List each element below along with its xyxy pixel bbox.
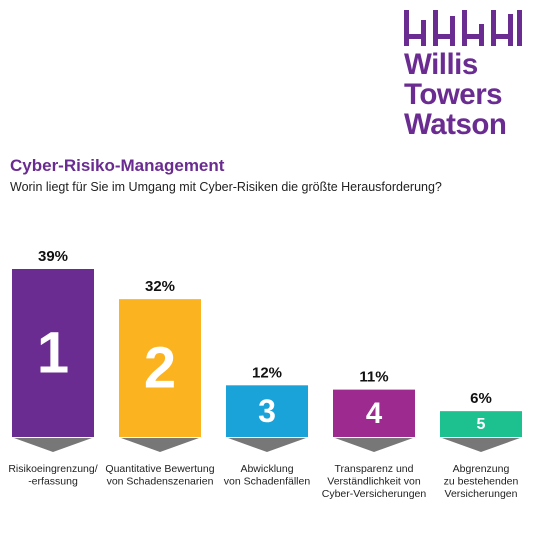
rank-label-3: 3 bbox=[258, 393, 276, 429]
category-label-4: Transparenz und Verständlichkeit von Cyber… bbox=[322, 463, 427, 500]
rank-label-2: 2 bbox=[144, 336, 176, 401]
chart-title: Cyber-Risiko-Management bbox=[10, 156, 225, 175]
data-label-1: 39% bbox=[38, 248, 68, 265]
data-label-5: 6% bbox=[470, 390, 492, 407]
pointer-triangle-2 bbox=[121, 438, 199, 452]
bar-2 bbox=[119, 299, 201, 437]
bar-3 bbox=[226, 385, 308, 437]
category-label-2: Quantitative Bewertung von Schadenszenari… bbox=[105, 463, 214, 488]
data-label-2: 32% bbox=[145, 278, 175, 295]
pointer-triangle-1 bbox=[14, 438, 92, 452]
pointer-triangle-4 bbox=[335, 438, 413, 452]
data-label-4: 11% bbox=[359, 369, 388, 386]
pointer-triangle-5 bbox=[442, 438, 520, 452]
category-label-5: Abgrenzung zu bestehenden Versicherungen bbox=[444, 463, 519, 500]
brand-name-line-2: Towers bbox=[404, 78, 503, 111]
bar-5 bbox=[440, 411, 522, 437]
brand-name-line-3: Watson bbox=[404, 108, 507, 141]
rank-label-1: 1 bbox=[37, 321, 69, 386]
data-label-3: 12% bbox=[252, 364, 282, 381]
category-label-3: Abwicklung von Schadenfällen bbox=[224, 463, 311, 488]
bar-1 bbox=[12, 269, 94, 437]
category-label-1: Risikoeingrenzung/-erfassung bbox=[8, 463, 97, 488]
rank-label-5: 5 bbox=[477, 415, 486, 433]
brand-name: Willis Towers Watson bbox=[404, 50, 528, 140]
pointer-triangle-3 bbox=[228, 438, 306, 452]
chart-subtitle: Worin liegt für Sie im Umgang mit Cyber-… bbox=[10, 180, 442, 194]
rank-label-4: 4 bbox=[366, 397, 383, 430]
brand-logo: Willis Towers Watson bbox=[404, 10, 528, 140]
wtw-bars-logo-icon bbox=[404, 10, 522, 46]
bar-4 bbox=[333, 389, 415, 437]
brand-name-line-1: Willis bbox=[404, 48, 478, 81]
